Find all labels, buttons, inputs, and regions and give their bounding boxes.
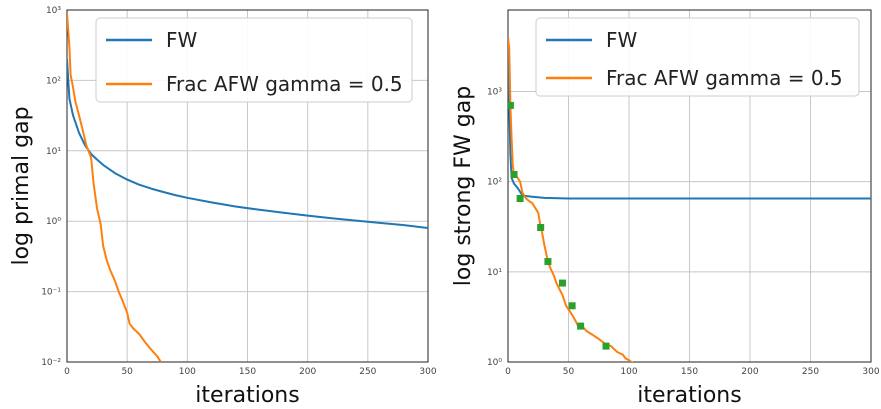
marker-point [516, 195, 524, 203]
marker-point [544, 258, 552, 266]
y-tick-label: 10⁻² [41, 358, 61, 368]
plot-frame [507, 9, 872, 363]
legend-box [535, 17, 860, 97]
y-tick-label: 10⁰ [487, 358, 502, 368]
series-line-fw [67, 59, 428, 229]
marker-point [508, 101, 514, 109]
legend-label: FW [606, 28, 638, 52]
y-tick-label: 10¹ [487, 268, 502, 278]
legend-label: FW [166, 28, 198, 52]
x-tick-label: 300 [862, 367, 879, 377]
x-tick-label: 50 [563, 367, 575, 377]
y-tick-label: 10² [46, 76, 61, 86]
series-line-fw [508, 37, 871, 200]
plot-frame [66, 9, 429, 363]
marker-point [577, 322, 585, 330]
chart-panel-2: 0 50 100 150 200 250 300 10⁰ 10¹ 10² 10³ iterations… [451, 9, 880, 408]
y-axis-label: log primal gap [9, 106, 34, 265]
x-tick-label: 100 [179, 367, 196, 377]
chart-panel-1: 0 50 100 150 200 250 300 10⁻² 10⁻¹ 10⁰ 10¹ 10² 10³ it… [9, 6, 437, 408]
x-tick-label: 250 [802, 367, 819, 377]
legend-box [95, 17, 413, 103]
y-tick-label: 10³ [487, 87, 502, 97]
marker-point [510, 170, 518, 178]
marker-point [568, 302, 576, 310]
marker-point [537, 224, 545, 232]
y-tick-label: 10⁻¹ [41, 288, 61, 298]
legend: FW Frac AFW gamma = 0.5 [535, 17, 860, 97]
y-tick-label: 10⁰ [46, 217, 61, 227]
x-tick-label: 0 [505, 367, 511, 377]
marker-point [558, 279, 566, 287]
x-tick-label: 0 [64, 367, 70, 377]
legend: FW Frac AFW gamma = 0.5 [95, 17, 413, 103]
marker-point [602, 342, 610, 350]
x-tick-label: 250 [359, 367, 376, 377]
x-tick-label: 100 [620, 367, 637, 377]
y-tick-label: 10¹ [46, 147, 61, 157]
x-tick-label: 200 [741, 367, 758, 377]
x-axis-label: iterations [195, 383, 299, 408]
y-tick-label: 10³ [46, 6, 61, 16]
legend-label: Frac AFW gamma = 0.5 [166, 72, 403, 96]
legend-label: Frac AFW gamma = 0.5 [606, 66, 843, 90]
x-tick-label: 150 [681, 367, 698, 377]
series-line-frac-afw [508, 36, 633, 362]
x-tick-label: 200 [299, 367, 316, 377]
y-tick-label: 10² [487, 178, 502, 188]
x-tick-label: 300 [419, 367, 436, 377]
series-line-frac-afw [67, 13, 162, 362]
x-tick-label: 150 [239, 367, 256, 377]
y-axis-label: log strong FW gap [451, 86, 476, 286]
x-axis-label: iterations [637, 383, 741, 408]
x-tick-label: 50 [121, 367, 133, 377]
